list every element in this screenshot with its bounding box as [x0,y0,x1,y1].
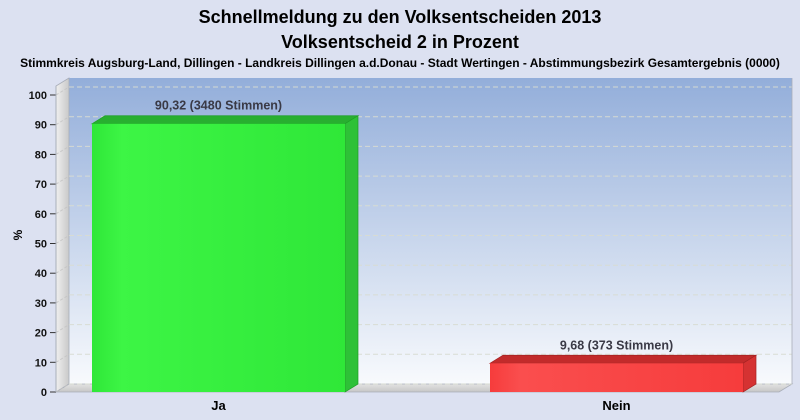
gridline-wall-90 [55,116,70,126]
y-tick-label-0: 0 [41,387,47,399]
value-label-nein: 9,68 (373 Stimmen) [560,338,673,352]
y-tick-label-30: 30 [35,298,47,310]
gridline-wall-0 [55,383,70,393]
category-label-ja: Ja [211,398,226,413]
bar-ja [92,123,345,392]
y-tick-label-10: 10 [35,357,47,369]
gridline-wall-80 [55,145,70,155]
y-axis-title: % [11,229,25,240]
category-label-nein: Nein [602,398,630,413]
bar-ja-top-face [90,115,360,125]
bar-nein [490,363,743,392]
y-tick-label-90: 90 [35,120,47,132]
gridline-wall-70 [55,175,70,185]
y-tick-label-70: 70 [35,179,47,191]
y-tick-label-60: 60 [35,209,47,221]
bar-ja-side-face [344,115,359,393]
gridline-wall-10 [55,353,70,363]
gridline-wall-30 [55,294,70,304]
y-tick-label-40: 40 [35,268,47,280]
y-tick-label-100: 100 [29,90,47,102]
gridline-wall-100 [55,86,70,96]
y-tick-label-50: 50 [35,239,47,251]
gridline-wall-20 [55,324,70,334]
plot-left-wall [55,77,70,393]
region-line: Stimmkreis Augsburg-Land, Dillingen - La… [20,56,780,70]
bar-nein-top-face [488,354,758,364]
gridline-wall-40 [55,264,70,274]
y-tick-label-80: 80 [35,149,47,161]
gridline-wall-50 [55,235,70,244]
y-tick-label-20: 20 [35,328,47,340]
gridline-wall-60 [55,205,70,215]
report-title: Schnellmeldung zu den Volksentscheiden 2… [198,7,602,27]
report-subtitle: Volksentscheid 2 in Prozent [281,32,519,52]
value-label-ja: 90,32 (3480 Stimmen) [155,99,282,113]
